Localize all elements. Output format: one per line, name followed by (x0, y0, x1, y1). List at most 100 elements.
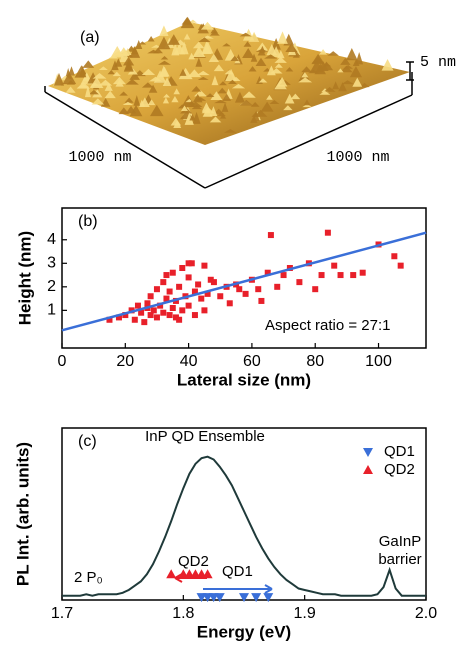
afm-peak (179, 41, 189, 55)
point (185, 260, 192, 267)
point (210, 279, 217, 286)
afm-peak (118, 107, 130, 115)
afm-peak (337, 68, 344, 73)
afm-peak (179, 68, 187, 76)
afm-peak (192, 45, 206, 58)
plot-frame (61, 207, 427, 349)
annotation: barrier (378, 551, 421, 568)
afm-peak (133, 95, 141, 106)
spectrum (62, 455, 426, 597)
point (391, 253, 398, 260)
afm-peak (290, 93, 301, 100)
afm-peak (214, 99, 228, 104)
afm-peak (258, 78, 268, 83)
afm-peak (181, 17, 192, 25)
afm-peak (148, 84, 158, 93)
point (264, 269, 271, 276)
afm-peak (381, 59, 394, 71)
afm-peak (147, 99, 156, 106)
point (312, 286, 319, 293)
afm-peak (163, 93, 171, 98)
point (153, 314, 160, 321)
x-tick-label: 80 (306, 353, 324, 370)
point (188, 260, 195, 267)
point (128, 307, 135, 314)
afm-peak (225, 68, 238, 82)
afm-peak (283, 105, 293, 111)
annotation: 2 P₀ (74, 569, 103, 586)
point (350, 272, 357, 279)
point (160, 309, 167, 316)
afm-peak (253, 109, 268, 117)
afm-peak (355, 52, 364, 65)
spectrum-panel: 1.7 1.8 1.9 2.0 (c) Energy (eV) PL Int. (arb. … (13, 427, 437, 641)
point (176, 283, 183, 290)
afm-peak (239, 32, 252, 37)
afm-peak (125, 79, 139, 85)
afm-peak (338, 82, 347, 92)
x-tick-label: 20 (116, 353, 134, 370)
afm-peak (217, 87, 227, 94)
legend-marker (363, 465, 373, 474)
point (185, 302, 192, 309)
afm-peak (171, 95, 179, 103)
afm-peak (173, 120, 182, 128)
afm-peak (108, 55, 119, 59)
afm-peak (104, 90, 116, 99)
afm-peak (301, 66, 312, 73)
base-edge (44, 91, 206, 189)
point (267, 232, 274, 239)
afm-peak (319, 90, 331, 95)
afm-peak (332, 81, 340, 90)
x-tick-label: 1.7 (51, 605, 73, 622)
marker (251, 593, 262, 603)
afm-peak (171, 42, 180, 56)
afm-peak (219, 81, 227, 86)
marker (214, 593, 225, 603)
afm-peak (198, 37, 211, 42)
x-size-label: 1000 nm (68, 149, 131, 166)
afm-peak (167, 34, 180, 45)
afm-peak (222, 43, 231, 47)
y-axis-title: Height (nm) (15, 231, 34, 325)
afm-peak (162, 97, 170, 104)
annotation: GaInP (379, 533, 422, 550)
point (169, 305, 176, 311)
afm-peak (266, 65, 276, 76)
afm-peak (217, 111, 226, 117)
annotation: InP QD Ensemble (145, 428, 265, 445)
afm-peak (239, 99, 253, 106)
afm-peak (131, 46, 139, 55)
point (153, 286, 160, 293)
point (201, 262, 208, 269)
afm-peak (209, 116, 222, 123)
afm-peak (349, 66, 363, 78)
afm-peak (191, 85, 202, 92)
afm-peak (274, 56, 287, 63)
afm-peak (284, 93, 295, 104)
point (258, 297, 265, 304)
y-axis-title: PL Int. (arb. units) (13, 442, 32, 586)
afm-peak (221, 102, 229, 112)
afm-peak (359, 82, 370, 88)
afm-peak (307, 69, 319, 74)
afm-peak (124, 97, 134, 103)
afm-peak (192, 111, 201, 124)
afm-peak (173, 88, 180, 95)
afm-peak (248, 66, 257, 72)
x-axis-title: Energy (eV) (197, 622, 291, 641)
afm-peak (115, 79, 124, 87)
point (274, 283, 281, 290)
afm-peak (149, 104, 164, 117)
panel-label: (c) (78, 433, 97, 450)
point (331, 262, 338, 269)
afm-peak (259, 45, 266, 53)
afm-peak (242, 91, 256, 98)
afm-peak (181, 105, 188, 112)
point (185, 274, 192, 281)
afm-peak (210, 27, 219, 34)
scatter-panel: 0 20 40 60 80 100 1 2 3 4 (b) Lateral size (nm) Heig… (15, 207, 427, 389)
afm-peak (266, 94, 273, 100)
afm-peak (352, 77, 363, 87)
afm-peak (264, 54, 278, 59)
